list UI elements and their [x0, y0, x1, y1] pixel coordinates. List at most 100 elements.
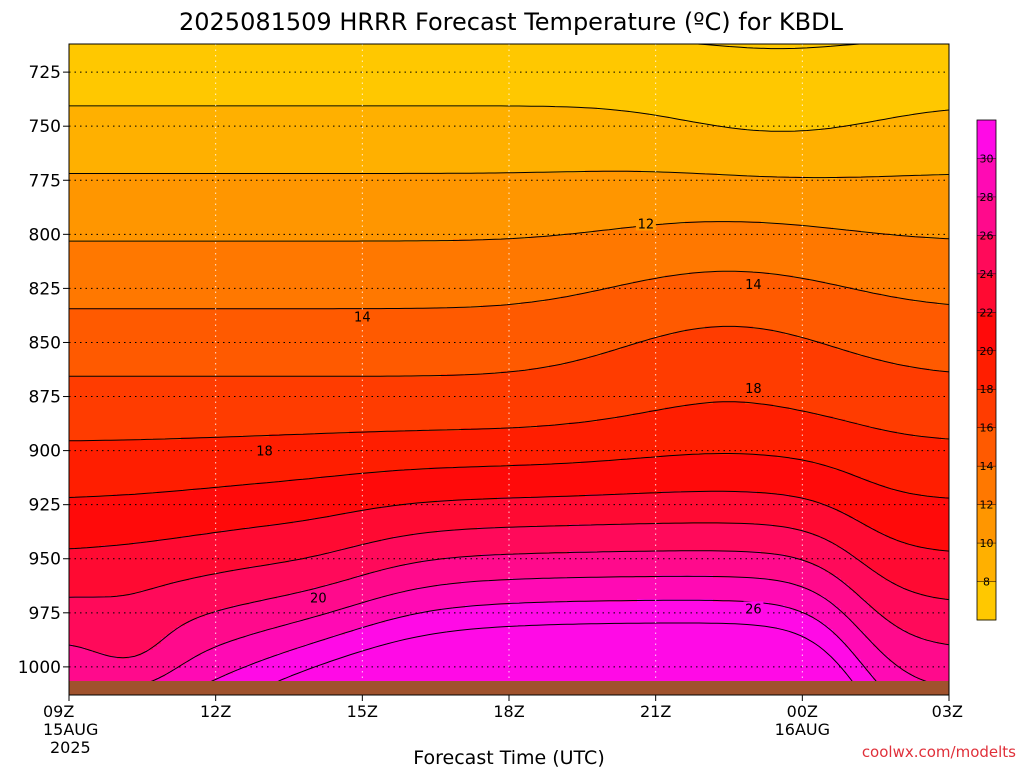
temperature-band-cell [481, 554, 786, 558]
temperature-band-cell [593, 290, 866, 294]
temperature-band-cell [69, 362, 566, 366]
temperature-band-cell [593, 230, 862, 234]
temperature-band-cell [69, 383, 949, 387]
temperature-band-cell [277, 596, 382, 600]
temperature-band-cell [69, 524, 270, 528]
temperature-band-cell [341, 608, 442, 612]
temperature-band-cell [853, 590, 914, 594]
temperature-band-cell [849, 551, 949, 555]
temperature-band-cell [877, 611, 949, 615]
temperature-band-cell [69, 536, 182, 540]
temperature-band-cell [669, 116, 894, 120]
temperature-band-cell [865, 290, 949, 294]
contour-label: 18 [256, 445, 273, 460]
temperature-band-cell [297, 620, 386, 624]
temperature-band-cell [857, 593, 922, 597]
temperature-band-cell [69, 341, 638, 345]
temperature-band-cell [69, 521, 294, 525]
temperature-band-cell [701, 122, 862, 126]
temperature-band-cell [513, 464, 826, 468]
temperature-band-cell [177, 626, 278, 630]
temperature-band-cell [713, 575, 838, 579]
temperature-band-cell [569, 551, 762, 555]
temperature-band-cell [349, 578, 510, 582]
temperature-band-cell [69, 209, 949, 213]
temperature-band-cell [641, 170, 949, 174]
temperature-band-cell [405, 563, 814, 567]
contour-line-10 [69, 170, 949, 179]
temperature-band-cell [69, 605, 234, 609]
temperature-band-cell [365, 542, 834, 546]
temperature-band-cell [825, 623, 854, 627]
temperature-band-cell [893, 623, 949, 627]
temperature-band-cell [297, 647, 850, 651]
temperature-band-cell [69, 581, 174, 585]
temperature-band-cell [69, 407, 666, 411]
temperature-band-cell [161, 638, 238, 642]
temperature-band-cell [69, 143, 949, 147]
source-credit[interactable]: coolwx.com/modelts [862, 743, 1016, 761]
contour-label: 12 [638, 218, 655, 233]
temperature-band-cell [181, 536, 394, 540]
temperature-band-cell [589, 356, 870, 360]
temperature-band-cell [769, 272, 949, 276]
temperature-band-cell [69, 332, 674, 336]
temperature-band-cell [873, 527, 949, 531]
temperature-band-cell [69, 380, 949, 384]
temperature-band-cell [617, 416, 834, 420]
temperature-band-cell [69, 638, 162, 642]
temperature-band-cell [821, 620, 854, 624]
temperature-band-cell [257, 482, 878, 486]
temperature-band-cell [649, 410, 806, 414]
colorbar-swatch [977, 158, 996, 198]
temperature-band-cell [69, 443, 949, 447]
temperature-band-cell [265, 629, 354, 633]
temperature-band-cell [69, 473, 350, 477]
temperature-band-cell [797, 557, 858, 561]
temperature-band-cell [597, 107, 949, 111]
temperature-band-cell [69, 617, 198, 621]
temperature-band-cell [69, 608, 222, 612]
temperature-band-cell [909, 671, 949, 675]
temperature-band-cell [745, 128, 822, 132]
temperature-band-cell [189, 659, 262, 663]
temperature-band-cell [861, 230, 949, 234]
temperature-band-cell [833, 467, 949, 471]
temperature-band-cell [345, 632, 834, 636]
temperature-band-cell [877, 530, 949, 534]
temperature-band-cell [829, 626, 858, 630]
temperature-band-cell [69, 518, 310, 522]
temperature-band-cell [753, 326, 949, 330]
temperature-band-cell [369, 599, 638, 603]
temperature-band-cell [825, 569, 874, 573]
temperature-band-cell [877, 572, 949, 576]
temperature-band-cell [69, 551, 330, 555]
temperature-band-cell [69, 317, 949, 321]
contour-line-26 [69, 550, 949, 659]
x-tick-date-label: 16AUG [775, 720, 830, 739]
temperature-band-cell [69, 446, 949, 450]
temperature-band-cell [69, 578, 190, 582]
temperature-band-cell [917, 635, 949, 639]
temperature-band-cell [913, 674, 949, 678]
temperature-band-cell [69, 428, 462, 432]
temperature-band-cell [69, 575, 202, 579]
temperature-band-cell [325, 638, 842, 642]
contour-line-22 [69, 490, 949, 552]
temperature-band-cell [69, 650, 94, 654]
temperature-band-cell [893, 488, 949, 492]
contour-line-18 [69, 401, 949, 442]
temperature-band-cell [797, 584, 850, 588]
temperature-band-cell [585, 494, 790, 498]
temperature-band-cell [537, 425, 870, 429]
temperature-band-cell [237, 638, 326, 642]
temperature-band-cell [69, 515, 330, 519]
temperature-band-cell [201, 575, 358, 579]
temperature-band-cell [69, 659, 190, 663]
temperature-band-cell [349, 473, 854, 477]
temperature-band-cell [69, 479, 290, 483]
temperature-band-cell [861, 662, 894, 666]
temperature-band-cell [717, 173, 949, 177]
colorbar: 8 10 12 14 16 18 20 22 24 26 28 30 [976, 119, 997, 621]
